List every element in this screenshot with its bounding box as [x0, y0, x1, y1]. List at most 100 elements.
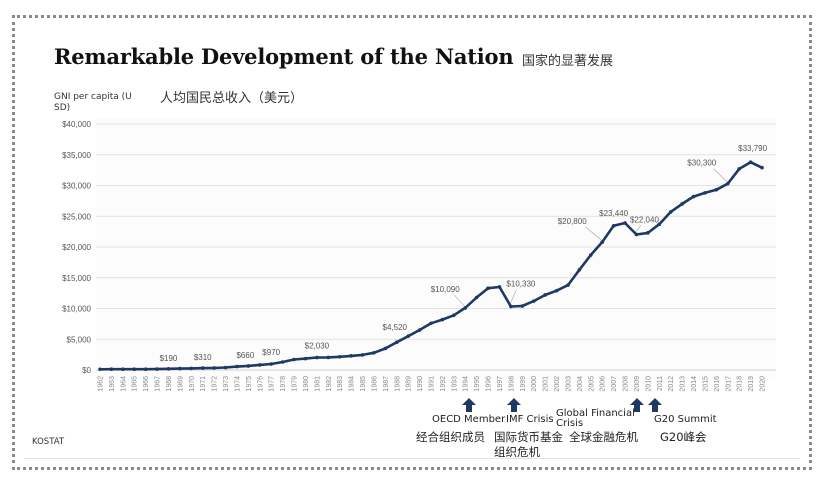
data-point	[588, 253, 593, 257]
data-point	[269, 362, 274, 366]
data-labels: $190 $310 $660 $970 $2,030 $4,520 $10,090 $10,3…	[160, 144, 768, 363]
data-point	[452, 313, 456, 318]
x-tick-label: 2013	[680, 376, 687, 392]
data-point	[680, 202, 684, 206]
x-tick-label: 1992	[440, 376, 447, 392]
plot-background	[96, 118, 776, 380]
data-point	[349, 354, 353, 358]
x-tick-label: 2006	[600, 376, 607, 392]
label-leaders	[453, 168, 728, 307]
annotation-g20-summit-cn: G20峰会	[660, 430, 707, 444]
data-point	[372, 350, 376, 355]
y-tick-label: $5,000	[67, 335, 92, 344]
x-tick-label: 1985	[360, 376, 367, 392]
arrow-up-icon	[630, 398, 644, 412]
data-label: $23,440	[599, 209, 628, 218]
data-point	[600, 240, 605, 244]
data-point	[725, 181, 730, 186]
data-point	[440, 317, 445, 322]
data-point	[246, 364, 251, 368]
x-tick-label: 1991	[429, 376, 436, 392]
x-tick-label: 1980	[303, 376, 310, 392]
data-point	[668, 210, 673, 214]
data-point	[417, 328, 422, 332]
x-tick-label: 1970	[189, 376, 196, 392]
data-point	[509, 304, 513, 309]
data-label-leader	[453, 294, 465, 307]
x-tick-label: 1967	[155, 376, 162, 392]
annotation-g20-summit: G20 Summit	[654, 414, 717, 425]
x-tick-label: 2000	[531, 376, 538, 392]
x-tick-label: 1981	[314, 376, 321, 392]
data-point	[155, 367, 159, 371]
data-label: $4,520	[383, 323, 408, 332]
data-point	[406, 334, 410, 338]
data-label-leader	[635, 225, 642, 233]
x-tick-label: 1971	[200, 376, 207, 392]
x-tick-label: 1990	[417, 376, 424, 392]
data-point	[200, 366, 205, 370]
data-points	[98, 160, 764, 372]
y-tick-label: $15,000	[62, 274, 91, 283]
x-tick-label: 1968	[166, 376, 173, 392]
data-point	[394, 340, 399, 345]
slide-frame	[12, 15, 812, 470]
data-point	[303, 356, 308, 361]
data-label: $22,040	[630, 215, 659, 224]
x-tick-label: 2001	[543, 376, 550, 392]
x-tick-label: 1984	[349, 376, 356, 392]
data-point	[292, 357, 296, 362]
x-tick-label: 2015	[702, 376, 709, 392]
x-tick-label: 1983	[337, 376, 344, 392]
data-point	[257, 363, 262, 367]
annotation-global-financial-crisis-cn: 全球金融危机	[569, 430, 638, 444]
annotation-imf-crisis: IMF Crisis	[506, 414, 554, 425]
data-point	[223, 365, 228, 370]
x-tick-label: 2016	[714, 376, 721, 392]
y-tick-label: $35,000	[62, 151, 91, 160]
x-tick-label: 1966	[143, 376, 150, 392]
data-point	[326, 355, 331, 360]
y-tick-labels: $0 $5,000 $10,000 $15,000 $20,000 $25,000 $30,…	[62, 120, 91, 375]
data-point	[497, 285, 502, 289]
x-tick-label: 2019	[748, 376, 755, 392]
data-point	[520, 304, 525, 308]
data-point	[109, 367, 114, 372]
data-point	[714, 188, 719, 192]
x-tick-label: 1995	[474, 376, 481, 392]
source-credit: KOSTAT	[32, 437, 65, 447]
x-tick-label: 1979	[292, 376, 299, 392]
data-label: $970	[262, 348, 280, 357]
x-tick-label: 1969	[177, 376, 184, 392]
data-point	[463, 306, 468, 310]
x-tick-label: 1989	[406, 376, 413, 392]
x-tick-label: 1977	[269, 376, 276, 392]
data-point	[280, 360, 285, 364]
data-label: $10,330	[506, 279, 535, 288]
x-tick-label: 1993	[451, 376, 458, 392]
data-point	[691, 194, 696, 199]
x-tick-label: 1987	[383, 376, 390, 392]
data-label-leader	[509, 289, 517, 305]
y-axis-label: GNI per capita (U SD)	[54, 92, 132, 113]
data-point	[566, 283, 570, 287]
y-tick-label: $10,000	[62, 305, 91, 314]
data-point	[486, 286, 490, 291]
data-point	[189, 366, 194, 371]
data-label: $310	[194, 353, 212, 362]
data-point	[623, 221, 627, 225]
data-point	[611, 224, 616, 228]
x-tick-label: 2004	[577, 376, 584, 392]
y-tick-label: $20,000	[62, 243, 91, 252]
annotation-oecd-member: OECD Member	[432, 414, 506, 425]
data-point	[554, 288, 559, 293]
data-label-leader	[713, 168, 728, 182]
x-tick-label: 1994	[463, 376, 470, 392]
data-point	[360, 353, 365, 357]
x-tick-label: 1973	[223, 376, 230, 392]
data-point	[166, 367, 171, 371]
arrow-up-icon	[648, 398, 662, 412]
data-point	[474, 295, 479, 300]
data-label-leader	[585, 226, 602, 241]
